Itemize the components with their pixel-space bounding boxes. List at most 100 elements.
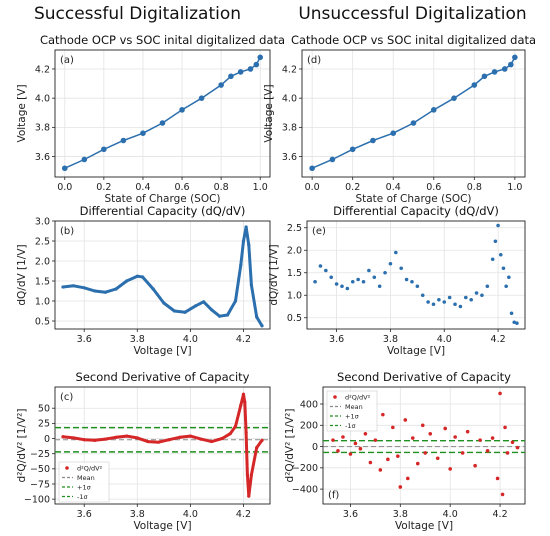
chart-a-ytick-label-3: 4.2	[35, 64, 50, 75]
chart-e-point-13	[383, 270, 387, 275]
chart-b-point-12	[183, 310, 187, 314]
chart-d-xtick-label-3: 0.6	[426, 182, 441, 193]
chart-f-legend-label-1: Mean	[345, 403, 363, 411]
chart-c-point-18	[239, 403, 243, 407]
chart-f-point-11	[386, 457, 390, 462]
chart-b-ytick-label-1: 1.0	[35, 296, 50, 307]
chart-e-point-27	[458, 304, 463, 309]
chart-e-point-12	[377, 284, 382, 289]
chart-b-xtick-label-2: 4.0	[183, 334, 198, 345]
chart-f-ylabel: d²Q/dV² [1/V²]	[284, 409, 296, 483]
chart-d-point-13	[512, 54, 518, 61]
chart-f-ytick-label-0: −400	[292, 484, 318, 495]
chart-b-point-7	[135, 274, 139, 278]
chart-e-point-7	[350, 279, 355, 284]
chart-c-xlabel: Voltage [V]	[133, 520, 191, 532]
chart-b-point-16	[217, 314, 222, 318]
chart-f-point-17	[410, 436, 415, 440]
chart-d-title: Cathode OCP vs SOC inital digitalized da…	[291, 33, 536, 47]
chart-f-panel-label: (f)	[328, 490, 339, 501]
chart-b-xlabel: Voltage [V]	[133, 345, 191, 357]
chart-f-point-16	[405, 476, 410, 481]
chart-a-xtick-label-0: 0.0	[57, 182, 72, 193]
chart-e-xtick-label-0: 3.6	[329, 334, 344, 345]
chart-e-point-21	[426, 300, 430, 304]
chart-a-point-6	[179, 107, 185, 113]
chart-c-point-5	[114, 435, 118, 439]
chart-e-point-20	[420, 293, 425, 298]
chart-e-point-31	[480, 293, 484, 298]
chart-e-point-18	[410, 279, 414, 284]
chart-c-legend-marker-0	[65, 466, 69, 470]
chart-e-point-28	[463, 295, 468, 300]
chart-c-point-20	[243, 400, 247, 404]
chart-e-point-38	[504, 284, 508, 289]
chart-f-point-7	[368, 460, 373, 465]
chart-b-frame	[54, 220, 271, 330]
chart-b-point-2	[82, 286, 86, 290]
chart-b-point-20	[241, 239, 246, 243]
chart-c-ytick-label-4: 0	[44, 434, 50, 445]
chart-a-xtick-label-5: 1.0	[253, 182, 268, 193]
chart-c-point-21	[244, 430, 248, 435]
chart-f-point-27	[465, 429, 470, 434]
chart-d-point-1	[329, 156, 336, 163]
chart-f-point-5	[358, 446, 363, 451]
chart-f-ytick-label-4: 400	[300, 399, 318, 410]
chart-d-panel-label: (d)	[307, 55, 321, 66]
chart-d-xtick-label-1: 0.2	[345, 182, 360, 193]
chart-c-ytick-label-5: 25	[38, 419, 50, 430]
chart-c-point-2	[82, 438, 86, 442]
chart-e-point-35	[496, 223, 500, 228]
chart-f-ytick-label-1: −200	[292, 463, 318, 474]
chart-e-point-10	[367, 268, 371, 273]
chart-f-legend-label-2: +1σ	[345, 412, 359, 420]
chart-e-point-39	[507, 275, 511, 280]
chart-c-xtick-label-3: 4.2	[236, 509, 251, 520]
chart-f-frame	[322, 386, 526, 505]
chart-a-point-9	[228, 73, 234, 80]
chart-e-point-8	[356, 277, 360, 282]
chart-a-point-11	[247, 66, 254, 72]
chart-f-xlabel: Voltage [V]	[395, 520, 453, 532]
chart-b-title: Differential Capacity (dQ/dV)	[80, 204, 246, 218]
chart-b-ytick-label-0: 0.5	[35, 316, 50, 327]
chart-e-point-5	[340, 284, 344, 289]
chart-f-ytick-label-3: 200	[300, 421, 318, 432]
chart-a-point-7	[198, 95, 205, 101]
chart-d-ytick-label-1: 3.8	[282, 123, 297, 134]
chart-d-point-2	[349, 146, 356, 153]
chart-e-ytick-label-3: 2.0	[287, 246, 302, 257]
chart-b-point-19	[239, 263, 243, 267]
chart-a-point-3	[120, 137, 127, 144]
chart-b-point-0	[61, 285, 65, 289]
chart-f-point-6	[363, 432, 368, 436]
chart-c-point-9	[156, 440, 161, 444]
chart-e-point-1	[318, 264, 323, 268]
chart-f-xtick-label-3: 4.2	[493, 509, 508, 520]
chart-d-point-7	[451, 95, 457, 101]
chart-e-panel-label: (e)	[312, 226, 326, 237]
chart-f-point-33	[498, 391, 502, 396]
chart-f-legend-label-3: -1σ	[345, 422, 356, 430]
chart-f-point-18	[415, 461, 420, 466]
chart-e-point-6	[345, 286, 350, 291]
chart-a-point-8	[218, 82, 224, 88]
chart-c-point-6	[125, 434, 129, 438]
chart-c-point-26	[260, 438, 264, 442]
chart-e-point-34	[493, 239, 498, 244]
chart-f-point-22	[435, 456, 440, 461]
chart-a-xtick-label-2: 0.4	[135, 182, 150, 193]
chart-d-ytick-label-0: 3.6	[282, 152, 297, 163]
chart-b-point-6	[125, 279, 129, 283]
chart-b-point-25	[260, 324, 264, 328]
chart-e-point-23	[437, 297, 441, 302]
chart-b-point-21	[244, 225, 248, 229]
chart-c-title: Second Derivative of Capacity	[76, 370, 250, 384]
chart-f-point-3	[348, 452, 353, 456]
chart-d-point-10	[491, 69, 498, 75]
chart-c-point-10	[167, 438, 171, 442]
chart-c-xtick-label-2: 4.0	[183, 509, 198, 520]
chart-f-point-15	[403, 418, 408, 422]
chart-f-point-13	[396, 454, 400, 458]
